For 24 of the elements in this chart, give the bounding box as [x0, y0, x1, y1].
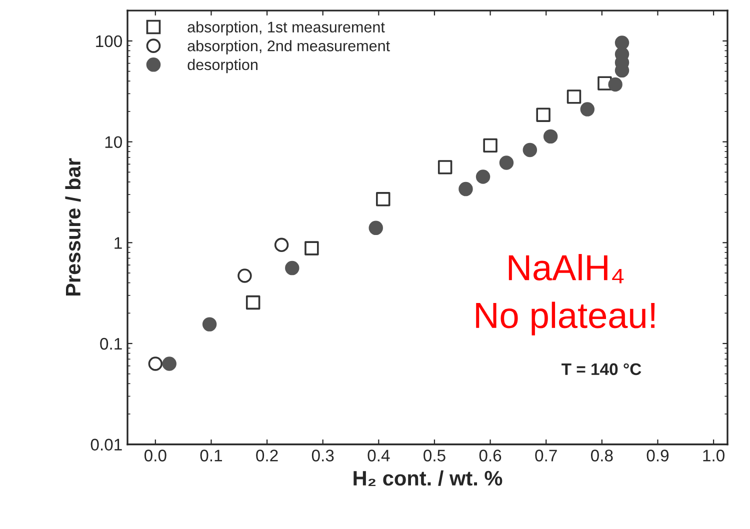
- x-tick-label: 1.0: [703, 450, 724, 462]
- x-tick-label: 0.7: [535, 450, 557, 462]
- y-tick-label: 100: [96, 35, 122, 48]
- x-tick-label: 0.5: [424, 450, 446, 462]
- annotation: No plateau!: [476, 302, 655, 336]
- legend-label: absorption, 1st measurement: [188, 21, 385, 36]
- y-tick-label: 1: [114, 237, 122, 249]
- x-tick-label: 0.1: [200, 450, 222, 462]
- x-axis-title: H₂ cont. / wt. %: [354, 470, 502, 486]
- legend-label: absorption, 2nd measurement: [188, 40, 390, 54]
- y-tick-label: 0.01: [90, 438, 122, 451]
- x-tick-label: 0.0: [144, 450, 166, 462]
- x-tick-label: 0.9: [646, 450, 669, 462]
- annotation: T = 140 °C: [562, 363, 642, 376]
- y-tick-label: 0.1: [100, 338, 122, 350]
- x-tick-label: 0.8: [590, 450, 613, 462]
- x-tick-label: 0.3: [312, 450, 334, 462]
- x-tick-label: 0.6: [479, 450, 502, 462]
- x-tick-label: 0.2: [256, 450, 278, 462]
- x-tick-label: 0.4: [368, 450, 390, 462]
- y-tick-label: 10: [105, 136, 122, 148]
- legend-label: desorption: [188, 58, 258, 74]
- annotation: NaAlH₄: [508, 254, 624, 284]
- y-axis-title: Pressure / bar: [65, 158, 81, 296]
